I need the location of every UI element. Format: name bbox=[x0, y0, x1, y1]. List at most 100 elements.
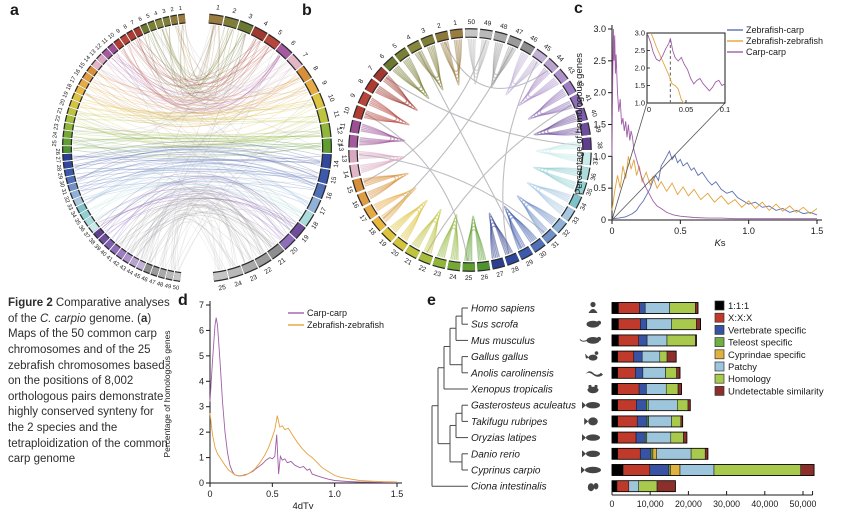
y-tick-label: 3.0 bbox=[593, 24, 606, 34]
bar-segment bbox=[644, 431, 647, 444]
carp-chr-label: 27 bbox=[496, 270, 505, 279]
carp-chr-label: 10 bbox=[343, 106, 352, 115]
zebrafish-icon bbox=[582, 450, 600, 458]
bar-segment bbox=[633, 350, 643, 363]
bar-segment bbox=[648, 415, 672, 428]
zebrafish-chr-label: 7 bbox=[301, 52, 309, 60]
bar-axis: 0 10,000 20,000 30,000 40,000 50,000 bbox=[610, 491, 817, 509]
bar-segment bbox=[641, 350, 661, 363]
legend: Carp-carp Zebrafish-zebrafish bbox=[288, 308, 384, 330]
carp-chr-label: 47 bbox=[148, 279, 156, 287]
legend-label: Carp-carp bbox=[307, 308, 347, 318]
carp-chr-label: 36 bbox=[590, 172, 598, 181]
carp-chr-label: 30 bbox=[538, 250, 548, 260]
carp-chr-label: 22 bbox=[417, 265, 427, 274]
carp-chr-label: 5 bbox=[146, 13, 151, 20]
bar-segment bbox=[611, 464, 624, 476]
carp-chr-label: 14 bbox=[341, 170, 349, 179]
carp-chr-label: 33 bbox=[65, 203, 73, 211]
inset-x-tick: 0 bbox=[647, 105, 651, 114]
carp-chr-label: 28 bbox=[511, 265, 521, 274]
panel-e-label: e bbox=[427, 292, 436, 309]
mouse-icon bbox=[579, 336, 601, 344]
carp-chr-label: 42 bbox=[575, 79, 585, 89]
carp-chr-label: 6 bbox=[138, 16, 143, 23]
bar-segment bbox=[635, 367, 644, 379]
carp-chr-label: 23 bbox=[433, 270, 442, 279]
carp-chr-label: 38 bbox=[596, 141, 603, 149]
x-tick-label: 0.5 bbox=[674, 226, 687, 236]
carp-chr-label: 8 bbox=[123, 24, 129, 31]
carp-chr-label: 39 bbox=[593, 125, 601, 134]
bar-segment bbox=[628, 480, 639, 492]
species-name: Mus musculus bbox=[471, 336, 535, 347]
zebrafish-chr-label: 17 bbox=[319, 206, 329, 216]
carp-chr-label: 32 bbox=[62, 196, 70, 204]
carp-chr-label: 29 bbox=[56, 172, 63, 179]
carp-chr-label: 13 bbox=[340, 155, 347, 163]
y-tick-label: 7 bbox=[199, 300, 204, 310]
species-name: Takifugu rubripes bbox=[471, 417, 547, 428]
species-name: Anolis carolinensis bbox=[470, 368, 554, 379]
bar-segment bbox=[611, 318, 619, 330]
carp-chr-label: 42 bbox=[111, 260, 120, 269]
legend-label: Cyprindae specific bbox=[728, 350, 806, 361]
carp-chr-label: 18 bbox=[66, 83, 74, 91]
bar-segment bbox=[642, 367, 666, 379]
carp-chr-label: 21 bbox=[403, 257, 413, 267]
carp-chr-label: 32 bbox=[562, 228, 572, 238]
bar-segment bbox=[618, 334, 639, 347]
bar-segment bbox=[638, 480, 658, 492]
figure-caption: Figure 2 Comparative analyses of the C. … bbox=[8, 297, 170, 466]
bar-segment bbox=[611, 431, 618, 444]
carp-chr-label: 25 bbox=[52, 140, 58, 147]
bar-segment bbox=[611, 383, 618, 395]
carp-chr-label: 43 bbox=[118, 264, 127, 273]
carp-chr-label: 35 bbox=[585, 187, 594, 196]
inset-y-tick: 2.0 bbox=[635, 64, 645, 73]
carp-chr-label: 12 bbox=[95, 43, 104, 52]
carp-chr-label: 5 bbox=[391, 42, 398, 50]
carp-chr-label: 24 bbox=[449, 273, 458, 281]
bar-segment bbox=[670, 464, 681, 476]
carp-chr-label: 31 bbox=[60, 188, 68, 196]
zebrafish-chr-label: 2 bbox=[232, 8, 238, 16]
carp-chr-label: 7 bbox=[130, 20, 136, 27]
carp-chr-label: 4 bbox=[406, 34, 413, 42]
inset-series-Zebrafish-zebrafish bbox=[650, 32, 685, 104]
carp-chr-label: 16 bbox=[350, 200, 360, 210]
carp-chr-label: 12 bbox=[337, 138, 345, 146]
carp-chr-label: 37 bbox=[82, 231, 91, 240]
y-tick-label: 0.5 bbox=[593, 183, 606, 193]
carp-chr-label: 22 bbox=[55, 115, 62, 123]
carp-chr-label: 16 bbox=[73, 68, 82, 77]
carp-chr-label: 6 bbox=[379, 53, 387, 61]
carp-chr-label: 48 bbox=[499, 23, 508, 32]
zebrafish-chr-label: 16 bbox=[325, 191, 334, 201]
zebrafish-chr-label: 11 bbox=[332, 110, 341, 119]
bar-segment bbox=[611, 367, 618, 379]
panel-a-label: a bbox=[10, 2, 19, 19]
carp-chr-label: 18 bbox=[367, 227, 377, 237]
bar-segment bbox=[635, 431, 646, 444]
bar-segment bbox=[639, 302, 646, 314]
carp-chr-label: 34 bbox=[579, 202, 589, 212]
bar-segment bbox=[656, 448, 692, 460]
bar-segment bbox=[638, 383, 647, 395]
series-Zebrafish-zebrafish bbox=[209, 413, 398, 483]
carp-chr-label: 27 bbox=[54, 156, 60, 163]
zebrafish-chr-label: 3 bbox=[247, 13, 253, 21]
bar-axis-tick: 0 bbox=[610, 499, 615, 509]
bar-segment bbox=[646, 399, 649, 411]
carp-chr-label: 1 bbox=[179, 6, 183, 12]
legend-label: Zebrafish-zebrafish bbox=[307, 320, 384, 330]
x-axis-label: 4dTv bbox=[292, 501, 313, 512]
x-tick-label: 0 bbox=[207, 489, 212, 499]
carp-chr-label: 40 bbox=[589, 109, 598, 118]
zebrafish-chr-label: 8 bbox=[311, 65, 319, 72]
carp-chr-label: 1 bbox=[453, 20, 458, 27]
zebrafish-chr-label: 15 bbox=[330, 176, 338, 185]
bar-segment bbox=[646, 334, 668, 347]
